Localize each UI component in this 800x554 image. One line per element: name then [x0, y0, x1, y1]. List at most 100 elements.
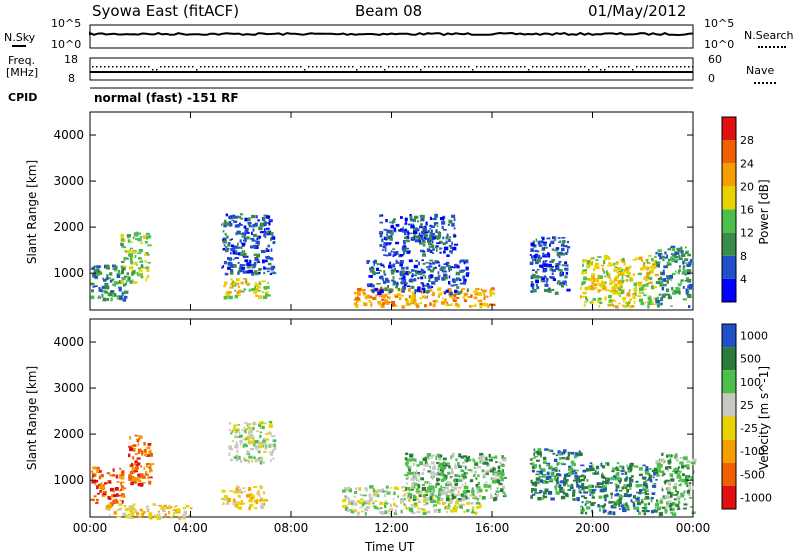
- data-cell: [555, 247, 560, 250]
- nave-dot: [560, 66, 562, 68]
- nave-dot: [544, 66, 546, 68]
- colorbar-swatch: [722, 186, 736, 210]
- data-cell: [562, 492, 566, 495]
- data-cell: [618, 503, 621, 507]
- data-cell: [109, 272, 113, 276]
- data-cell: [251, 456, 254, 459]
- data-cell: [578, 480, 582, 483]
- data-cell: [254, 458, 258, 463]
- data-cell: [664, 293, 668, 296]
- data-cell: [546, 263, 548, 266]
- data-cell: [147, 475, 150, 479]
- data-cell: [480, 459, 484, 463]
- data-cell: [678, 291, 681, 295]
- data-cell: [145, 266, 150, 269]
- data-cell: [412, 497, 416, 502]
- data-cell: [246, 282, 250, 286]
- data-cell: [686, 293, 691, 296]
- nave-dot: [160, 66, 162, 68]
- data-cell: [426, 486, 431, 490]
- data-cell: [423, 289, 426, 294]
- data-cell: [373, 505, 377, 508]
- data-cell: [448, 265, 451, 269]
- data-cell: [687, 460, 691, 463]
- data-cell: [454, 278, 459, 282]
- data-cell: [389, 503, 392, 507]
- data-cell: [379, 244, 383, 247]
- data-cell: [104, 290, 108, 294]
- data-cell: [605, 462, 607, 465]
- data-cell: [257, 290, 261, 292]
- data-cell: [433, 217, 437, 221]
- data-cell: [251, 263, 257, 266]
- data-cell: [531, 465, 536, 469]
- data-cell: [550, 276, 555, 280]
- nave-dot: [632, 69, 634, 71]
- nave-dot: [540, 66, 542, 68]
- data-cell: [425, 261, 430, 264]
- data-cell: [474, 470, 477, 474]
- data-cell: [458, 479, 463, 482]
- data-cell: [657, 249, 662, 253]
- data-cell: [239, 269, 244, 273]
- data-cell: [670, 245, 676, 248]
- data-cell: [454, 484, 457, 486]
- data-cell: [391, 220, 394, 225]
- data-cell: [350, 499, 355, 503]
- data-cell: [660, 271, 662, 276]
- data-cell: [586, 298, 589, 302]
- data-cell: [453, 486, 458, 489]
- data-cell: [373, 262, 375, 266]
- data-cell: [592, 298, 597, 301]
- data-cell: [621, 275, 624, 279]
- data-cell: [417, 277, 420, 280]
- data-cell: [134, 261, 138, 265]
- data-cell: [168, 504, 171, 508]
- data-cell: [627, 504, 629, 508]
- data-cell: [263, 267, 267, 270]
- data-cell: [156, 516, 161, 520]
- x-tick-label: 16:00: [475, 521, 510, 535]
- data-cell: [422, 494, 426, 498]
- data-cell: [357, 288, 361, 291]
- data-cell: [597, 299, 601, 304]
- data-cell: [469, 479, 474, 483]
- data-cell: [474, 292, 479, 296]
- data-cell: [551, 272, 554, 275]
- data-cell: [401, 305, 406, 309]
- data-cell: [667, 295, 672, 300]
- data-cell: [133, 269, 136, 274]
- data-cell: [446, 254, 450, 257]
- data-cell: [234, 434, 238, 437]
- data-cell: [240, 281, 244, 285]
- nave-dot: [104, 66, 106, 68]
- data-cell: [552, 278, 556, 281]
- data-cell: [253, 264, 256, 269]
- data-cell: [127, 239, 131, 243]
- data-cell: [479, 457, 483, 461]
- freq-tick-left-bottom: 8: [68, 72, 75, 85]
- data-cell: [130, 247, 134, 250]
- data-cell: [112, 474, 116, 477]
- nave-dot: [516, 66, 518, 68]
- data-cell: [664, 284, 667, 286]
- data-cell: [485, 471, 489, 475]
- data-cell: [157, 510, 160, 513]
- data-cell: [443, 228, 447, 231]
- data-cell: [437, 496, 439, 501]
- data-cell: [242, 252, 247, 257]
- data-cell: [638, 483, 643, 487]
- data-cell: [272, 241, 276, 245]
- data-cell: [603, 260, 606, 264]
- data-cell: [224, 495, 228, 498]
- data-cell: [139, 273, 142, 276]
- data-cell: [118, 494, 121, 497]
- data-cell: [144, 253, 147, 256]
- data-cell: [96, 273, 100, 276]
- data-cell: [429, 489, 433, 493]
- data-cell: [434, 472, 438, 477]
- data-cell: [140, 275, 144, 279]
- data-cell: [376, 508, 381, 511]
- data-cell: [581, 296, 587, 298]
- data-cell: [448, 275, 451, 279]
